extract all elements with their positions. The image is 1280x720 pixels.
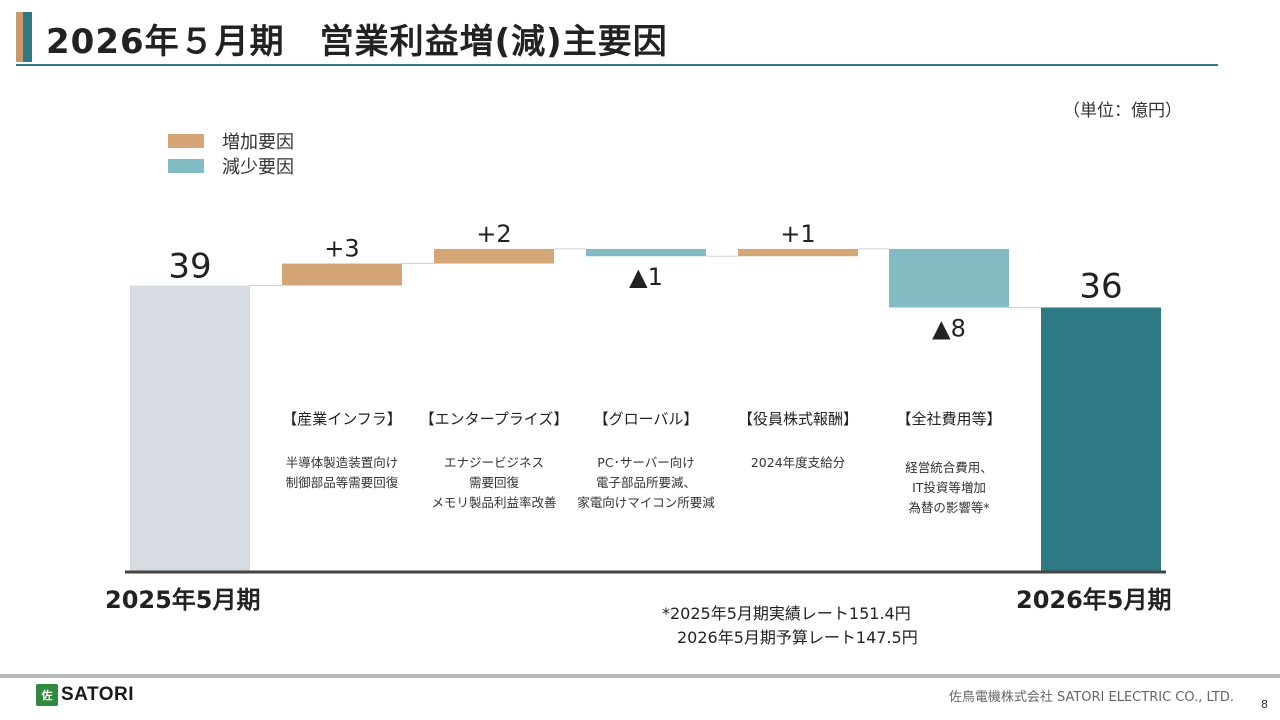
category-description-line: メモリ製品利益率改善 [431,495,557,510]
category-description-line: 半導体製造装置向け [285,455,399,470]
company-name: 佐鳥電機株式会社 SATORI ELECTRIC CO., LTD. [948,690,1234,705]
rate-note-2: 2026年5月期予算レート147.5円 [677,628,918,647]
page-number: 8 [1261,698,1268,711]
value-label-start: 39 [168,247,211,287]
value-label-step-5: ▲8 [932,314,966,342]
category-heading-1: 【産業インフラ】 [282,410,402,428]
category-heading-5: 【全社費用等】 [896,410,1002,428]
category-heading-4: 【役員株式報酬】 [737,410,858,428]
category-heading-3: 【グローバル】 [593,410,699,428]
footer-divider [0,674,1280,678]
category-description-line: 需要回復 [468,475,519,490]
logo-mark-icon: 佐 [36,684,58,706]
page-title: 2026年５月期 営業利益増(減)主要因 [46,22,668,62]
legend-decrease: 減少要因 [168,153,294,179]
category-description-line: PC･サーバー向け [597,455,695,470]
category-description-line: 経営統合費用、 [905,460,993,475]
value-label-step-4: +1 [780,220,815,248]
legend-swatch-increase [168,134,204,148]
rate-note-1: *2025年5月期実績レート151.4円 [662,604,911,623]
period-label-end: 2026年5月期 [1016,586,1172,614]
legend-label-decrease: 減少要因 [222,157,294,178]
category-description-2: エナジービジネス 需要回復メモリ製品利益率改善 [414,453,574,513]
bar-step-4 [738,248,858,257]
value-label-step-3: ▲1 [629,263,663,291]
bar-start [130,285,250,571]
category-description-4: 2024年度支給分 [718,453,878,473]
bar-step-1 [282,263,402,286]
category-description-line: エナジービジネス [443,455,544,470]
category-description-line: 2024年度支給分 [750,455,846,470]
value-label-step-1: +3 [324,235,359,263]
title-accent-bar-teal [23,12,32,62]
legend-label-increase: 増加要因 [222,132,294,153]
category-description-3: PC･サーバー向け 電子部品所要減、家電向けマイコン所要減 [566,453,726,513]
category-description-line: 制御部品等需要回復 [285,475,399,490]
title-divider [16,64,1218,66]
legend-increase: 増加要因 [168,128,294,154]
bar-step-3 [586,248,706,257]
period-label-start: 2025年5月期 [105,586,261,614]
value-label-end: 36 [1079,266,1122,306]
category-description-line: 為替の影響等* [908,500,990,515]
title-accent-bar [16,12,23,62]
value-label-step-2: +2 [476,220,511,248]
category-description-line: 家電向けマイコン所要減 [577,495,715,510]
unit-label: （単位：億円） [1063,101,1182,121]
company-logo: 佐 SATORI [36,684,134,706]
category-description-5: 経営統合費用、 IT投資等増加 為替の影響等* [869,458,1029,518]
logo-text: SATORI [61,684,135,705]
category-heading-2: 【エンタープライズ】 [419,410,569,428]
bar-step-5 [889,248,1009,308]
bar-step-2 [434,248,554,264]
category-description-line: 電子部品所要減、 [595,475,696,490]
category-description-line: IT投資等増加 [912,480,986,495]
category-description-1: 半導体製造装置向け 制御部品等需要回復 [262,453,422,493]
legend-swatch-decrease [168,159,204,173]
bar-end [1041,307,1161,571]
